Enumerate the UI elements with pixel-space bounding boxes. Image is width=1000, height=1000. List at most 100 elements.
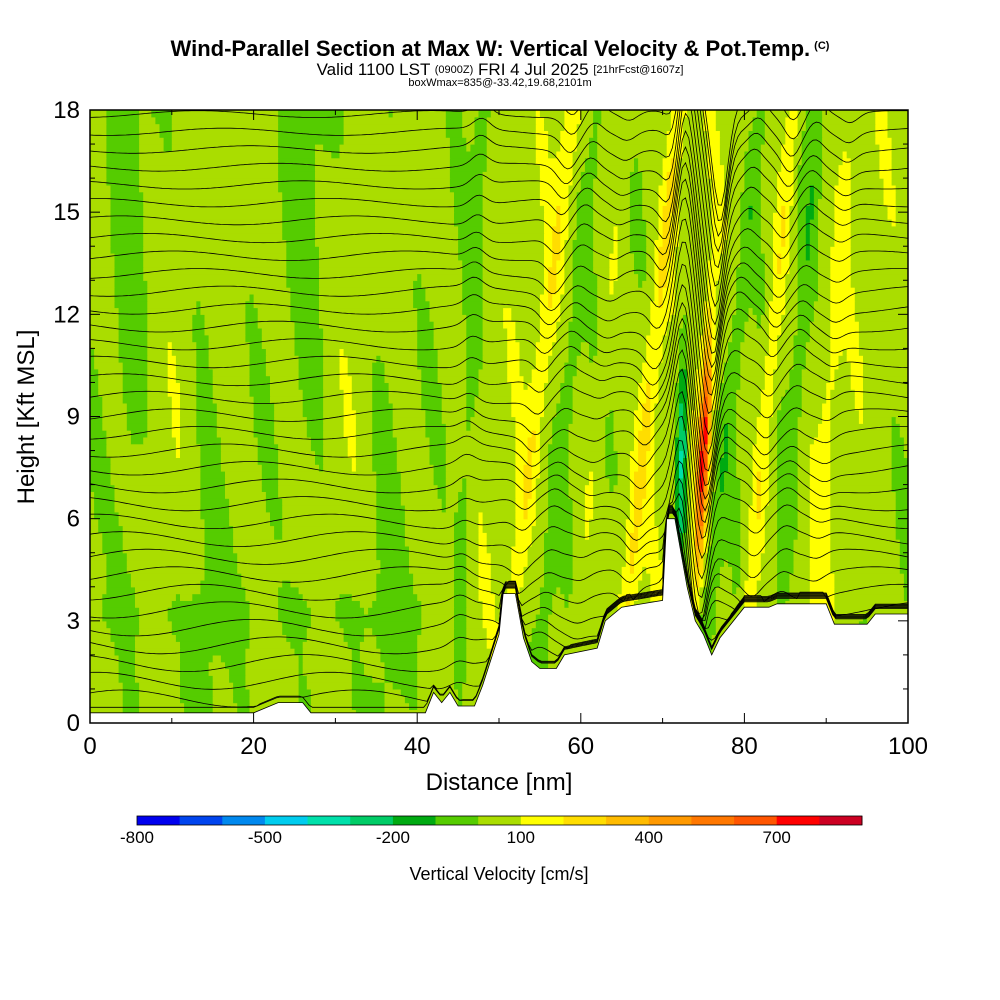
velocity-cell	[507, 368, 521, 377]
velocity-cell	[785, 287, 799, 295]
velocity-cell	[593, 246, 615, 254]
velocity-cell	[728, 559, 741, 567]
velocity-cell	[711, 355, 717, 363]
velocity-cell	[699, 443, 709, 452]
velocity-cell	[319, 273, 418, 281]
velocity-cell	[809, 525, 831, 533]
velocity-cell	[454, 191, 484, 200]
velocity-cell	[834, 205, 852, 213]
velocity-cell	[482, 511, 516, 520]
velocity-cell	[282, 525, 377, 533]
velocity-cell	[233, 545, 377, 554]
velocity-cell	[462, 477, 467, 486]
velocity-cell	[781, 150, 795, 159]
velocity-cell	[126, 409, 148, 418]
velocity-cell	[90, 443, 107, 452]
velocity-cell	[180, 450, 201, 458]
velocity-cell	[728, 450, 737, 458]
velocity-cell	[666, 273, 676, 281]
velocity-cell	[658, 368, 680, 377]
velocity-cell	[257, 450, 279, 458]
velocity-cell	[834, 239, 852, 247]
velocity-cell	[462, 300, 484, 309]
velocity-cell	[719, 396, 737, 404]
velocity-cell	[695, 559, 700, 567]
velocity-cell	[584, 157, 598, 166]
velocity-cell	[544, 409, 557, 418]
velocity-cell	[777, 355, 795, 363]
velocity-cell	[760, 212, 774, 220]
velocity-cell	[703, 110, 717, 118]
velocity-cell	[343, 130, 447, 138]
velocity-cell	[274, 402, 304, 411]
velocity-cell	[90, 150, 107, 159]
velocity-cell	[392, 423, 426, 431]
velocity-cell	[110, 246, 144, 254]
velocity-cell	[106, 552, 128, 561]
velocity-cell	[891, 436, 905, 445]
velocity-cell	[454, 607, 467, 615]
velocity-cell	[805, 362, 831, 370]
velocity-cell	[589, 144, 598, 152]
velocity-cell	[298, 362, 324, 370]
velocity-cell	[306, 675, 353, 683]
velocity-cell	[376, 532, 406, 540]
velocity-cell	[728, 341, 741, 349]
velocity-cell	[151, 110, 173, 118]
velocity-cell	[110, 627, 140, 635]
velocity-cell	[409, 559, 455, 567]
velocity-cell	[634, 477, 647, 486]
velocity-cell	[613, 484, 631, 492]
velocity-cell	[90, 586, 107, 595]
velocity-cell	[552, 607, 619, 615]
velocity-cell	[797, 518, 811, 527]
velocity-cell	[638, 450, 647, 458]
velocity-cell	[789, 266, 799, 275]
velocity-cell	[544, 219, 557, 227]
velocity-cell	[257, 457, 279, 465]
velocity-cell	[278, 614, 312, 622]
velocity-cell	[818, 266, 831, 275]
velocity-cell	[544, 287, 549, 295]
velocity-cell	[584, 484, 594, 492]
velocity-cell	[760, 552, 778, 561]
velocity-cell	[732, 566, 741, 574]
velocity-cell	[715, 409, 737, 418]
velocity-cell	[560, 293, 574, 302]
velocity-cell	[736, 416, 758, 424]
velocity-cell	[654, 443, 676, 452]
velocity-cell	[768, 328, 782, 336]
velocity-cell	[315, 144, 324, 152]
velocity-cell	[691, 518, 696, 527]
velocity-cell	[110, 184, 140, 193]
velocity-cell	[323, 382, 341, 390]
velocity-cell	[90, 457, 112, 465]
velocity-cell	[687, 498, 692, 506]
velocity-cell	[347, 450, 357, 458]
velocity-cell	[760, 164, 782, 172]
velocity-cell	[785, 123, 799, 131]
velocity-cell	[306, 627, 345, 635]
velocity-cell	[548, 634, 611, 642]
velocity-cell	[171, 409, 181, 418]
velocity-cell	[629, 232, 647, 240]
velocity-cell	[147, 389, 169, 397]
velocity-cell	[192, 593, 247, 601]
velocity-cell	[654, 518, 676, 527]
velocity-cell	[200, 484, 226, 492]
velocity-cell	[822, 191, 835, 200]
velocity-cell	[454, 212, 484, 220]
velocity-cell	[90, 464, 112, 472]
velocity-cell	[572, 559, 627, 567]
velocity-cell	[777, 266, 782, 275]
velocity-cell	[691, 457, 696, 465]
velocity-cell	[544, 232, 553, 240]
velocity-cell	[278, 157, 316, 166]
velocity-cell	[695, 498, 700, 506]
velocity-cell	[245, 586, 279, 595]
velocity-cell	[539, 178, 574, 186]
velocity-cell	[699, 607, 705, 615]
velocity-cell	[380, 654, 418, 663]
velocity-cell	[454, 641, 467, 649]
velocity-cell	[760, 491, 770, 499]
